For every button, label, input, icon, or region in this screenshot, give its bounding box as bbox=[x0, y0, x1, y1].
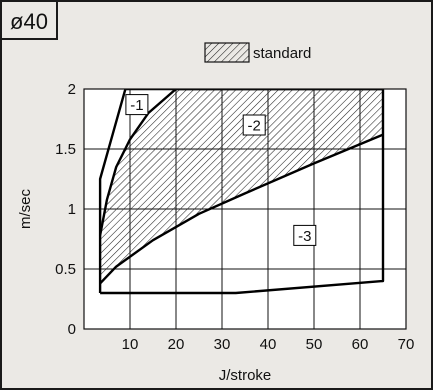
annotation-label: -3 bbox=[298, 228, 311, 245]
y-axis-label: m/sec bbox=[17, 189, 34, 230]
y-tick-label: 1.5 bbox=[55, 141, 76, 158]
y-tick-label: 2 bbox=[68, 81, 76, 98]
x-tick-label: 30 bbox=[214, 336, 231, 353]
y-tick-label: 0 bbox=[68, 321, 76, 338]
legend-label: standard bbox=[253, 45, 311, 62]
series-layer bbox=[98, 89, 385, 295]
outline-boundary bbox=[98, 89, 385, 295]
badge: ø40 bbox=[0, 0, 58, 40]
badge-box bbox=[0, 0, 58, 40]
x-tick-label: 50 bbox=[306, 336, 323, 353]
x-axis-label: J/stroke bbox=[219, 367, 272, 384]
legend-swatch bbox=[204, 42, 250, 63]
annotations: -1 -2 -3 bbox=[125, 94, 317, 246]
axes: 10 20 30 40 50 60 70 0 0.5 1 1.5 2 bbox=[55, 81, 414, 353]
annotation-box bbox=[293, 224, 317, 246]
standard-lower-line bbox=[99, 133, 384, 285]
annotation-box bbox=[125, 94, 149, 116]
x-tick-label: 60 bbox=[352, 336, 369, 353]
x-tick-label: 40 bbox=[260, 336, 277, 353]
annotation-box bbox=[242, 114, 266, 136]
badge-label: ø40 bbox=[10, 9, 48, 34]
y-tick-label: 1 bbox=[68, 201, 76, 218]
plot-frame bbox=[83, 88, 407, 330]
annotation-label: -1 bbox=[130, 97, 143, 114]
x-tick-label: 10 bbox=[122, 336, 139, 353]
standard-upper-line bbox=[98, 89, 383, 236]
annotation-label: -2 bbox=[248, 118, 261, 135]
x-tick-label: 20 bbox=[168, 336, 185, 353]
x-tick-label: 70 bbox=[398, 336, 415, 353]
standard-area bbox=[100, 89, 383, 284]
legend: standard bbox=[204, 42, 311, 63]
y-tick-label: 0.5 bbox=[55, 261, 76, 278]
